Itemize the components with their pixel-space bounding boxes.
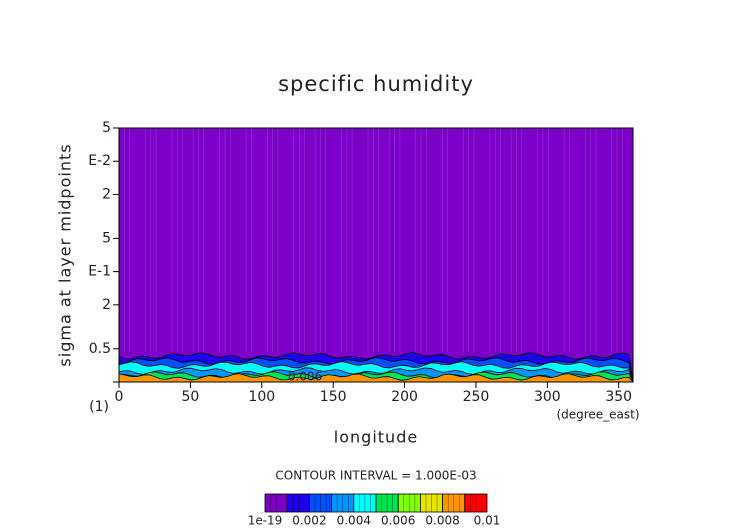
y-tick-label: 5 xyxy=(102,120,111,136)
x-tick-label: 200 xyxy=(391,389,418,405)
x-tick-label: 0 xyxy=(115,389,124,405)
field xyxy=(119,128,633,382)
x-unit: (degree_east) xyxy=(556,408,639,422)
chart-title: specific humidity xyxy=(278,72,474,96)
contour-interval: CONTOUR INTERVAL = 1.000E-03 xyxy=(275,469,476,483)
y-axis-title: sigma at layer midpoints xyxy=(56,143,75,366)
contour-band xyxy=(118,373,634,383)
x-tick-label: 150 xyxy=(320,389,347,405)
plot-frame xyxy=(118,127,634,383)
colorbar-label: 0.01 xyxy=(474,514,501,528)
y-tick-label: E-2 xyxy=(88,153,111,169)
y-tick-label: 0.5 xyxy=(89,341,111,357)
colorbar-label: 0.006 xyxy=(381,514,415,528)
colorbar-label: 1e-19 xyxy=(248,514,283,528)
contour-label: 0.006 xyxy=(288,370,322,384)
y-tick-label: E-1 xyxy=(88,264,111,280)
y-tick-label: 5 xyxy=(102,230,111,246)
colorbar-label: 0.008 xyxy=(425,514,459,528)
x-tick-label: 50 xyxy=(181,389,199,405)
x-tick-label: 300 xyxy=(534,389,561,405)
colorbar-label: 0.002 xyxy=(292,514,326,528)
x-tick-label: 250 xyxy=(463,389,490,405)
y-tick-label: 2 xyxy=(102,186,111,202)
y-tick-label: (1) xyxy=(89,399,109,415)
colorbar-label: 0.004 xyxy=(337,514,371,528)
x-tick-label: 100 xyxy=(248,389,275,405)
x-axis-title: longitude xyxy=(334,428,418,447)
x-tick-label: 350 xyxy=(605,389,632,405)
y-tick-label: 2 xyxy=(102,297,111,313)
